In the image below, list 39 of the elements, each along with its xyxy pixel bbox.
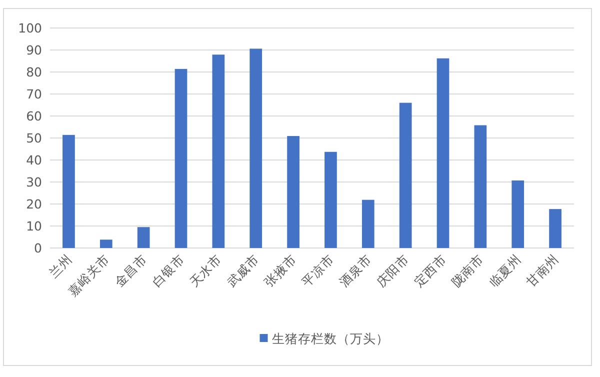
x-tick-label: 金昌市 (112, 252, 150, 290)
x-tick-label: 甘南州 (523, 252, 562, 290)
bar (137, 227, 150, 248)
y-tick-label: 90 (26, 42, 42, 58)
x-tick-label: 兰州 (46, 252, 75, 281)
bar (324, 152, 337, 248)
y-tick-label: 30 (26, 174, 42, 190)
y-tick-label: 100 (18, 20, 42, 36)
bar (399, 102, 412, 248)
x-tick-label: 定西市 (410, 252, 450, 290)
bar (212, 54, 225, 248)
bar (100, 240, 112, 248)
x-tick-label: 酒泉市 (336, 252, 374, 290)
bar (174, 68, 188, 248)
x-tick-label: 武威市 (224, 252, 262, 290)
y-tick-label: 0 (34, 240, 42, 256)
legend: 生猪存栏数（万头） (260, 331, 389, 346)
bar (250, 48, 262, 248)
bar (62, 134, 75, 248)
x-tick-label: 天水市 (186, 252, 225, 290)
bar (474, 125, 487, 248)
x-tick-label: 平凉市 (298, 252, 337, 290)
bar (287, 136, 300, 248)
x-tick-label: 陇南市 (448, 252, 487, 290)
y-tick-label: 60 (26, 108, 42, 124)
y-tick-label: 50 (26, 130, 42, 146)
x-tick-label: 临夏州 (486, 252, 524, 290)
bar (436, 58, 450, 248)
y-tick-label: 20 (26, 196, 42, 212)
y-tick-label: 70 (26, 86, 42, 102)
bar (512, 180, 524, 248)
bar (549, 209, 562, 248)
y-tick-label: 40 (26, 152, 42, 168)
x-tick-label: 白银市 (148, 252, 188, 290)
x-tick-label: 庆阳市 (374, 252, 412, 290)
bar (362, 200, 374, 248)
y-tick-label: 10 (26, 218, 42, 234)
x-tick-label: 张掖市 (261, 252, 300, 290)
y-tick-label: 80 (26, 64, 42, 80)
